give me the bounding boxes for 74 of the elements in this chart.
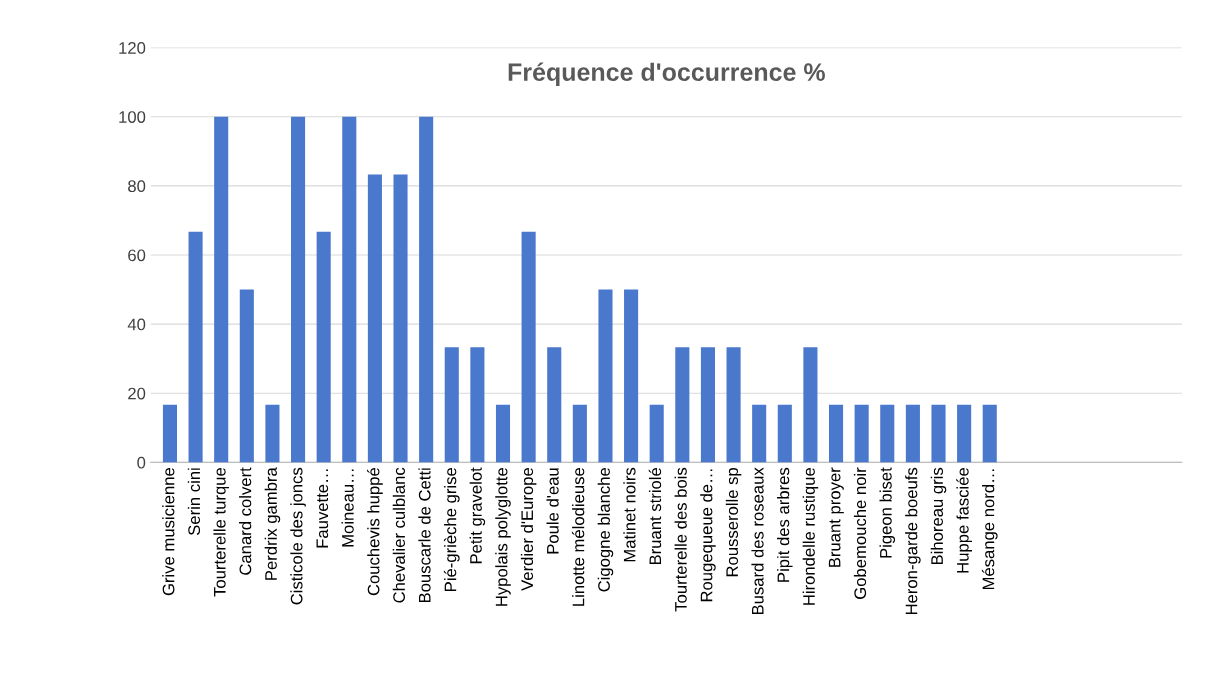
bar — [444, 347, 459, 463]
bar — [700, 347, 715, 463]
bar — [624, 289, 639, 463]
bar — [470, 347, 485, 463]
x-tick-label: Perdrix gambra — [264, 467, 281, 580]
bar — [342, 116, 357, 463]
bar — [880, 404, 895, 463]
bar — [957, 404, 972, 463]
bar — [777, 404, 792, 463]
x-tick-label: Poule d'eau — [546, 468, 559, 554]
bar — [572, 404, 587, 463]
x-tick-label: Cisticole des joncs — [290, 467, 306, 605]
bar — [649, 404, 664, 463]
y-tick-label: 100 — [119, 111, 146, 123]
x-tick-label: Bruant proyer — [828, 467, 844, 567]
y-tick-label: 60 — [128, 249, 146, 262]
bar — [828, 404, 844, 463]
bar — [316, 231, 331, 463]
bar — [803, 347, 818, 463]
x-tick-label: Moineau… — [341, 469, 354, 547]
x-tick-label: Bruant striolé — [648, 468, 662, 565]
bar — [905, 404, 920, 463]
y-tick-label: 80 — [128, 180, 146, 193]
text: Fréquence d'occurrence % — [508, 62, 825, 86]
y-tick-label: 20 — [128, 387, 146, 400]
x-tick-label: Petit gravelot — [469, 467, 486, 564]
bar — [419, 116, 434, 463]
x-tick-label: Chevalier culblanc — [392, 467, 405, 603]
bar — [393, 174, 408, 463]
x-tick-label: Bouscarle de Cetti — [418, 468, 431, 603]
bar — [291, 116, 306, 463]
x-tick-label: Busard des roseaux — [751, 467, 764, 615]
bar — [265, 404, 280, 463]
bar — [547, 347, 562, 463]
x-tick-label: Grive musicienne — [162, 467, 175, 596]
x-tick-label: Mésange nord… — [981, 469, 998, 590]
x-tick-label: Verdier d'Europe — [520, 467, 537, 591]
x-tick-label: Pipit des arbres — [777, 467, 793, 582]
x-tick-label: Tourterelle turque — [213, 467, 229, 597]
y-tick-label: 0 — [137, 456, 146, 469]
bar — [188, 231, 203, 463]
bar — [854, 404, 869, 463]
x-tick-label: Serin cini — [187, 468, 201, 536]
x-tick-label: Heron-garde boeufs — [905, 467, 921, 615]
bar — [367, 174, 382, 463]
x-tick-label: Linotte mélodieuse — [571, 467, 585, 606]
y-tick-label: 120 — [119, 42, 146, 54]
bar — [521, 231, 536, 463]
bar — [675, 347, 690, 463]
x-tick-label: Cigogne blanche — [597, 467, 614, 592]
x-tick-label: Hypolais polyglotte — [495, 467, 511, 606]
x-tick-label: Hirondelle rustique — [802, 467, 819, 605]
bar — [214, 116, 229, 463]
x-tick-label: Fauvette… — [316, 469, 329, 548]
bar — [162, 404, 178, 463]
bar — [752, 404, 767, 463]
x-tick-label: Gobemouche noir — [853, 467, 867, 599]
bar — [495, 404, 511, 463]
x-tick-label: Pigeon biset — [879, 467, 896, 558]
x-tick-label: Rousserolle sp — [725, 467, 742, 577]
bar — [982, 404, 997, 463]
y-tick-label: 40 — [127, 318, 146, 331]
x-tick-label: Huppe fasciée — [956, 467, 972, 573]
x-tick-label: Tourterelle des bois — [674, 467, 687, 612]
x-tick-label: Matinet noirs — [623, 467, 636, 562]
x-tick-label: Pié-grièche grise — [443, 467, 460, 591]
x-tick-label: Bihoreau gris — [930, 467, 947, 565]
bar — [726, 347, 741, 463]
bar — [598, 289, 613, 463]
bar — [239, 289, 254, 463]
bar — [931, 404, 946, 463]
x-tick-label: Rougequeue de… — [700, 469, 716, 602]
x-tick-label: Couchevis huppé — [367, 467, 383, 596]
x-tick-label: Canard colvert — [239, 467, 252, 575]
